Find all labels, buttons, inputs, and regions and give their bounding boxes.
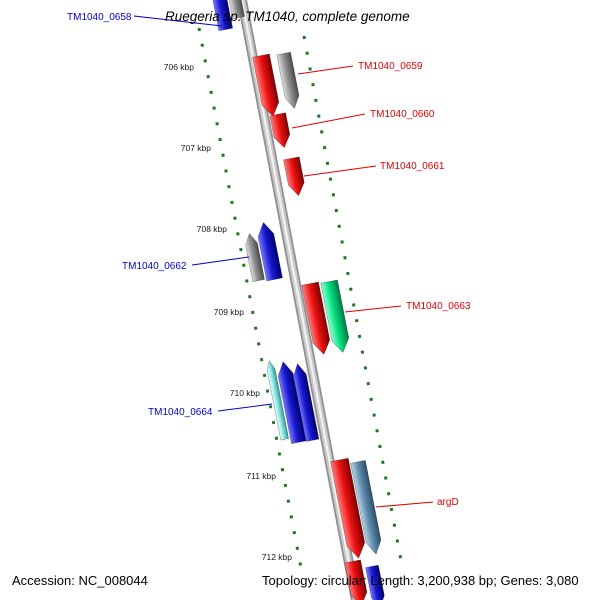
gene-arrow-tm1040-0658[interactable]	[207, 0, 233, 32]
gene-label-tm1040-0660[interactable]: TM1040_0660	[370, 109, 435, 120]
label-line-tm1040-0658	[133, 15, 223, 27]
scale-label-711: 711 kbp	[246, 471, 276, 481]
label-line-tm1040-0659	[297, 65, 354, 75]
gene-label-tm1040-0661[interactable]: TM1040_0661	[380, 161, 445, 172]
gene-label-tm1040-0659[interactable]: TM1040_0659	[358, 61, 423, 72]
gene-arrow-tm1040-0662[interactable]	[256, 221, 283, 282]
scale-tick-dots-right	[302, 35, 404, 567]
diagram-title: Ruegeria sp. TM1040, complete genome	[165, 9, 410, 24]
gene-arrow-tm1040-0660[interactable]	[269, 112, 292, 149]
gene-arrow-tm1040-0664[interactable]	[276, 360, 307, 445]
label-line-tm1040-0662	[191, 256, 250, 266]
gene-arrow-tm1040-0661[interactable]	[283, 156, 306, 197]
gene-arrow-unlabeled-cyan-0664[interactable]	[265, 360, 289, 441]
gene-label-tm1040-0658[interactable]: TM1040_0658	[67, 12, 132, 23]
gene-arrow-unlabeled-gray-0662[interactable]	[243, 232, 265, 283]
gene-arrow-unlabeled-green-0663[interactable]	[320, 279, 352, 354]
gene-arrow-tm1040-0663[interactable]	[301, 281, 333, 356]
gene-arrow-unlabeled-steel-argd[interactable]	[350, 460, 384, 555]
gene-arrow-unlabeled-red-bottom[interactable]	[344, 559, 369, 600]
gene-arrow-unlabeled-blue-bottom[interactable]	[365, 564, 387, 600]
gene-arrow-unlabeled-blue-0664[interactable]	[291, 362, 320, 442]
gene-arrow-unlabeled-gray-0659[interactable]	[276, 51, 302, 110]
label-line-tm1040-0664	[217, 403, 273, 412]
scale-label-706: 706 kbp	[164, 62, 195, 72]
backbone-center-gap	[240, 0, 358, 600]
gene-arrow-unlabeled-gray-top[interactable]	[223, 0, 245, 20]
scale-tick-dots-left	[197, 27, 303, 569]
label-line-tm1040-0660	[291, 113, 366, 129]
status-bar: Accession: NC_008044 Topology: circular;…	[12, 573, 579, 588]
genome-summary-text: Topology: circular; Length: 3,200,938 bp…	[262, 573, 579, 588]
gene-label-argd[interactable]: argD	[437, 497, 459, 508]
gene-label-tm1040-0662[interactable]: TM1040_0662	[122, 261, 187, 272]
genome-backbone	[236, 0, 362, 600]
scale-label-710: 710 kbp	[230, 388, 261, 398]
gene-arrow-tm1040-0659[interactable]	[252, 53, 282, 118]
label-leader-lines	[133, 15, 434, 508]
scale-label-712: 712 kbp	[262, 552, 293, 562]
label-line-tm1040-0661	[303, 165, 377, 177]
scale-labels: 706 kbp 707 kbp 708 kbp 709 kbp 710 kbp …	[164, 62, 293, 562]
gene-label-tm1040-0664[interactable]: TM1040_0664	[148, 407, 213, 418]
gene-arrow-argd[interactable]	[330, 457, 368, 560]
gene-track	[207, 0, 387, 600]
scale-label-707: 707 kbp	[181, 143, 212, 153]
gene-label-tm1040-0663[interactable]: TM1040_0663	[406, 301, 471, 312]
gene-labels: TM1040_0658 TM1040_0659 TM1040_0660 TM10…	[67, 12, 471, 508]
scale-label-708: 708 kbp	[197, 224, 228, 234]
scale-label-709: 709 kbp	[214, 307, 245, 317]
label-line-tm1040-0663	[344, 305, 402, 313]
accession-text: Accession: NC_008044	[12, 573, 148, 588]
label-line-argd	[375, 501, 434, 508]
